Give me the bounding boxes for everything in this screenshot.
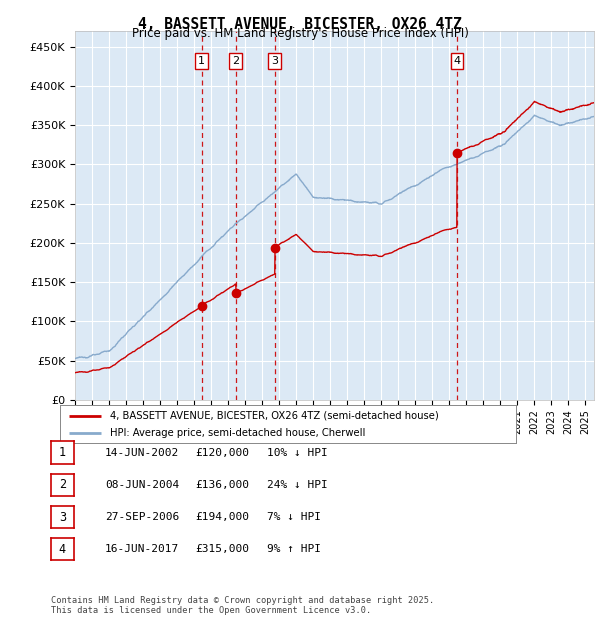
Text: HPI: Average price, semi-detached house, Cherwell: HPI: Average price, semi-detached house,… xyxy=(110,428,365,438)
Text: 10% ↓ HPI: 10% ↓ HPI xyxy=(267,448,328,458)
Text: £315,000: £315,000 xyxy=(195,544,249,554)
Text: 4, BASSETT AVENUE, BICESTER, OX26 4TZ: 4, BASSETT AVENUE, BICESTER, OX26 4TZ xyxy=(138,17,462,32)
Text: 24% ↓ HPI: 24% ↓ HPI xyxy=(267,480,328,490)
Text: 2: 2 xyxy=(232,56,239,66)
Text: Contains HM Land Registry data © Crown copyright and database right 2025.
This d: Contains HM Land Registry data © Crown c… xyxy=(51,596,434,615)
Text: 1: 1 xyxy=(198,56,205,66)
Text: £136,000: £136,000 xyxy=(195,480,249,490)
Text: 4: 4 xyxy=(59,543,66,556)
Text: 2: 2 xyxy=(59,479,66,491)
Text: £120,000: £120,000 xyxy=(195,448,249,458)
Text: 3: 3 xyxy=(271,56,278,66)
Text: 4, BASSETT AVENUE, BICESTER, OX26 4TZ (semi-detached house): 4, BASSETT AVENUE, BICESTER, OX26 4TZ (s… xyxy=(110,410,439,420)
Text: 27-SEP-2006: 27-SEP-2006 xyxy=(105,512,179,522)
Text: 1: 1 xyxy=(59,446,66,459)
Text: 08-JUN-2004: 08-JUN-2004 xyxy=(105,480,179,490)
Text: Price paid vs. HM Land Registry's House Price Index (HPI): Price paid vs. HM Land Registry's House … xyxy=(131,27,469,40)
Text: 14-JUN-2002: 14-JUN-2002 xyxy=(105,448,179,458)
Text: 16-JUN-2017: 16-JUN-2017 xyxy=(105,544,179,554)
Text: £194,000: £194,000 xyxy=(195,512,249,522)
Text: 9% ↑ HPI: 9% ↑ HPI xyxy=(267,544,321,554)
Text: 7% ↓ HPI: 7% ↓ HPI xyxy=(267,512,321,522)
Text: 3: 3 xyxy=(59,511,66,523)
Text: 4: 4 xyxy=(454,56,461,66)
